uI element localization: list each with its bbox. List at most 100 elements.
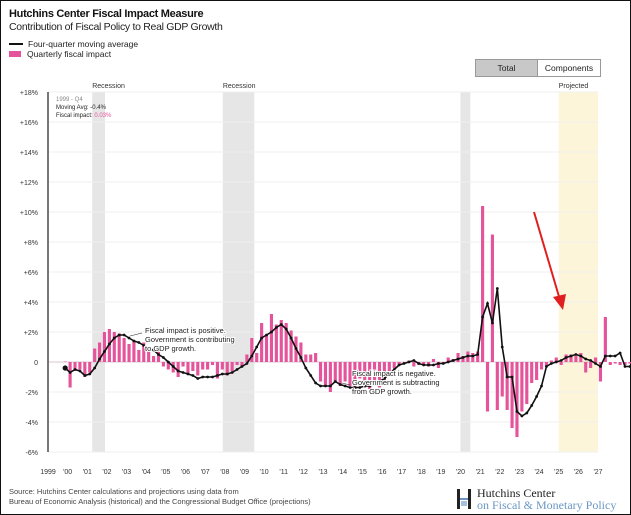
fiscal-impact-bar <box>382 362 386 380</box>
y-tick-label: +8% <box>24 240 38 247</box>
fiscal-impact-bar <box>574 356 578 362</box>
fiscal-impact-bar <box>510 362 514 428</box>
moving-average-point <box>176 369 180 373</box>
moving-average-point <box>309 374 313 377</box>
moving-average-point <box>584 357 588 361</box>
moving-average-point <box>122 333 126 337</box>
annotation-positive: to GDP growth. <box>145 344 196 353</box>
fiscal-impact-bar <box>279 320 283 362</box>
legend-item-moving-average: Four-quarter moving average <box>9 39 138 49</box>
source-line-2: Bureau of Economic Analysis (historical)… <box>9 497 311 506</box>
fiscal-impact-bar <box>539 362 544 370</box>
total-button[interactable]: Total <box>476 60 538 76</box>
moving-average-point <box>117 333 121 337</box>
moving-average-point <box>589 359 593 362</box>
components-button[interactable]: Components <box>538 60 600 76</box>
fiscal-impact-bar <box>338 362 342 386</box>
moving-average-point <box>618 351 622 355</box>
moving-average-point <box>93 366 97 370</box>
fiscal-impact-bar <box>461 356 465 362</box>
moving-average-point <box>343 384 347 388</box>
moving-average-point <box>603 354 607 358</box>
moving-average-point <box>333 380 337 383</box>
x-tick-label: '20 <box>456 469 465 476</box>
fiscal-impact-bar <box>520 362 524 412</box>
fiscal-impact-bar <box>284 323 288 362</box>
moving-average-point <box>289 336 293 340</box>
moving-average-point <box>245 362 249 365</box>
y-tick-label: +14% <box>20 150 38 157</box>
x-tick-label: '12 <box>299 469 308 476</box>
fiscal-impact-bar <box>569 354 573 362</box>
fiscal-impact-bar <box>431 359 436 362</box>
fiscal-impact-bar <box>628 362 631 364</box>
line-swatch-icon <box>9 43 23 45</box>
fiscal-impact-bar <box>161 362 165 367</box>
x-tick-label: '19 <box>436 469 445 476</box>
moving-average-point <box>387 372 391 376</box>
moving-average-point <box>402 362 406 365</box>
fiscal-impact-bar <box>549 360 553 362</box>
moving-average-point <box>147 347 151 350</box>
x-tick-label: '26 <box>574 469 583 476</box>
moving-average-point <box>68 371 72 374</box>
fiscal-impact-bar <box>535 362 539 380</box>
fiscal-impact-bar <box>117 333 121 362</box>
moving-average-point <box>392 368 396 371</box>
fiscal-impact-bar <box>147 348 151 362</box>
fiscal-impact-bar <box>210 362 215 365</box>
moving-average-point <box>88 372 92 376</box>
moving-average-point <box>83 374 87 377</box>
moving-average-point <box>328 384 332 388</box>
fiscal-impact-bar <box>220 362 224 370</box>
x-tick-label: '18 <box>417 469 426 476</box>
moving-average-point <box>476 353 480 356</box>
fiscal-impact-bar <box>618 362 622 365</box>
moving-average-point <box>495 287 499 290</box>
moving-average-point <box>62 365 68 371</box>
fiscal-impact-bar <box>88 362 92 373</box>
fiscal-impact-bar <box>191 362 195 371</box>
fiscal-impact-bar <box>397 362 401 365</box>
fiscal-impact-bar <box>559 362 563 365</box>
moving-average-point <box>284 327 288 331</box>
annotation-negative: Government is subtracting <box>352 378 440 387</box>
moving-average-point <box>382 377 386 380</box>
moving-average-point <box>368 384 372 388</box>
fiscal-impact-bar <box>544 362 549 367</box>
fiscal-impact-bar <box>603 317 607 362</box>
moving-average-point <box>535 395 539 398</box>
moving-average-point <box>132 339 136 343</box>
moving-average-point <box>324 384 327 388</box>
annotation-leader <box>129 332 143 337</box>
fiscal-impact-bar <box>107 329 111 362</box>
legend-item-quarterly: Quarterly fiscal impact <box>9 49 111 59</box>
moving-average-point <box>225 372 229 376</box>
fiscal-impact-bar <box>515 362 519 437</box>
x-tick-label: '00 <box>63 469 72 476</box>
moving-average-point <box>441 362 445 365</box>
fiscal-impact-bar <box>68 362 72 388</box>
moving-average-point <box>250 354 254 358</box>
fiscal-impact-bar <box>206 362 210 370</box>
fiscal-impact-bar <box>505 362 509 410</box>
tooltip-fiscal-impact: Fiscal impact: 0.03% <box>56 113 112 119</box>
moving-average-point <box>270 330 273 334</box>
fiscal-impact-bar <box>245 354 249 362</box>
x-tick-label: '17 <box>397 469 406 476</box>
moving-average-point <box>240 365 244 368</box>
fiscal-impact-bar <box>309 354 313 362</box>
fiscal-impact-bar <box>176 362 180 377</box>
y-tick-label: +10% <box>20 210 38 217</box>
moving-average-point <box>338 383 342 386</box>
fiscal-impact-bar <box>554 357 558 362</box>
fiscal-impact-bar <box>579 353 583 362</box>
x-tick-label: '11 <box>279 469 288 476</box>
source-line-1: Source: Hutchins Center calculations and… <box>9 487 239 496</box>
moving-average-point <box>314 381 318 385</box>
fiscal-impact-bar <box>97 342 102 362</box>
moving-average-point <box>73 368 77 371</box>
annotation-leader <box>341 382 351 386</box>
fiscal-impact-bar <box>343 362 347 382</box>
legend-label: Four-quarter moving average <box>28 39 139 49</box>
